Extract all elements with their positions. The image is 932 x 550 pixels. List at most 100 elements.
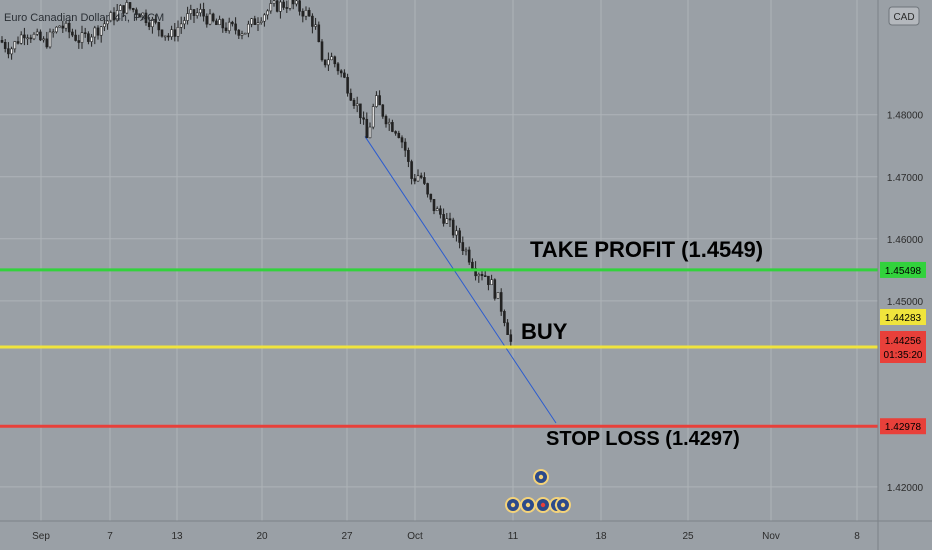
candle-body: [455, 230, 458, 236]
candle-body: [493, 279, 497, 299]
candle-body: [151, 19, 154, 28]
candle-body: [467, 249, 471, 263]
candle-body: [163, 35, 167, 38]
candle-body: [307, 10, 311, 17]
candle-body: [279, 1, 282, 12]
candle-body: [199, 9, 202, 14]
candle-body: [58, 25, 61, 28]
candle-body: [403, 141, 407, 151]
candle-body: [400, 137, 404, 143]
x-tick-label: 11: [508, 531, 519, 542]
candle-body: [144, 12, 148, 24]
candle-body: [333, 56, 337, 65]
candle-body: [115, 10, 119, 21]
candle-body: [122, 5, 125, 14]
candle-body: [509, 334, 513, 342]
candle-body: [93, 27, 97, 38]
candle-body: [106, 20, 109, 25]
candle-body: [29, 37, 33, 40]
candle-body: [352, 99, 356, 106]
economic-events[interactable]: [505, 469, 571, 513]
candle-body: [202, 9, 205, 17]
candle-body: [503, 311, 506, 324]
candle-body: [407, 149, 410, 162]
candle-body: [10, 48, 13, 55]
candle-body: [487, 275, 490, 286]
buy-price-label: 1.44283: [885, 313, 922, 324]
candle-body: [304, 10, 308, 17]
candle-body: [186, 13, 189, 21]
candle-body: [323, 59, 327, 66]
candle-body: [243, 32, 247, 35]
candle-body: [330, 56, 333, 61]
candle-body: [48, 31, 52, 48]
x-tick-label: 18: [595, 531, 607, 542]
candle-body: [359, 103, 362, 119]
candle-body: [64, 22, 68, 29]
candle-body: [301, 10, 305, 17]
candle-body: [336, 63, 340, 72]
candle-body: [496, 292, 500, 299]
candle-body: [170, 29, 173, 38]
candle-body: [147, 22, 151, 28]
candle-body: [435, 208, 439, 212]
candle-body: [439, 208, 442, 215]
candle-body: [131, 8, 135, 11]
x-tick-label: 13: [171, 531, 183, 542]
candle-body: [371, 106, 375, 128]
y-tick-label: 1.48000: [887, 111, 924, 122]
y-tick-label: 1.45000: [887, 297, 924, 308]
candle-body: [26, 37, 29, 40]
trendline-segment[interactable]: [364, 136, 557, 424]
candlestick-series: [0, 0, 513, 347]
current-price-label: 1.44256: [885, 336, 922, 347]
candle-body: [23, 34, 26, 39]
horizontal-levels[interactable]: TAKE PROFIT (1.4549) BUY STOP LOSS (1.4297…: [0, 237, 878, 450]
candle-body: [375, 95, 378, 107]
candle-body: [192, 9, 196, 17]
y-tick-label: 1.42000: [887, 483, 924, 494]
candle-body: [67, 22, 71, 33]
candle-body: [368, 126, 372, 139]
candle-body: [135, 9, 138, 15]
candle-body: [410, 161, 413, 179]
candle-body: [272, 0, 276, 4]
trendline[interactable]: [364, 136, 557, 424]
candle-body: [128, 2, 132, 9]
x-tick-label: 25: [682, 531, 694, 542]
candle-body: [0, 40, 4, 43]
candle-body: [349, 92, 353, 101]
candle-body: [378, 95, 381, 106]
stop-loss-price-badge: [880, 418, 926, 435]
candle-body: [154, 19, 157, 23]
candle-body: [80, 32, 84, 43]
y-tick-label: 1.47000: [887, 173, 924, 184]
candle-body: [355, 103, 359, 106]
candle-body: [442, 214, 445, 224]
candle-body: [90, 36, 93, 42]
candle-body: [247, 23, 250, 34]
candle-body: [317, 24, 321, 43]
time-axis[interactable]: Sep 7 13 20 27 Oct 11 18 25 Nov 8: [0, 520, 932, 542]
candle-body: [205, 15, 209, 25]
candle-body: [451, 219, 455, 236]
price-axis[interactable]: 1.48000 1.47000 1.46000 1.45000 1.42000 1.454…: [877, 0, 926, 550]
candle-body: [429, 193, 433, 200]
candle-body: [45, 38, 49, 48]
candle-body: [458, 230, 461, 243]
candle-body: [490, 279, 493, 286]
candle-body: [391, 122, 394, 132]
candle-body: [445, 218, 449, 224]
currency-button[interactable]: CAD: [888, 6, 920, 26]
stop-loss-price-label: 1.42978: [885, 422, 922, 433]
candle-body: [483, 275, 487, 277]
candle-body: [218, 19, 221, 26]
candle-body: [327, 59, 330, 66]
candle-body: [240, 33, 244, 36]
candle-body: [285, 7, 289, 9]
candle-body: [426, 183, 429, 195]
candle-body: [83, 32, 87, 35]
candle-body: [3, 42, 7, 49]
